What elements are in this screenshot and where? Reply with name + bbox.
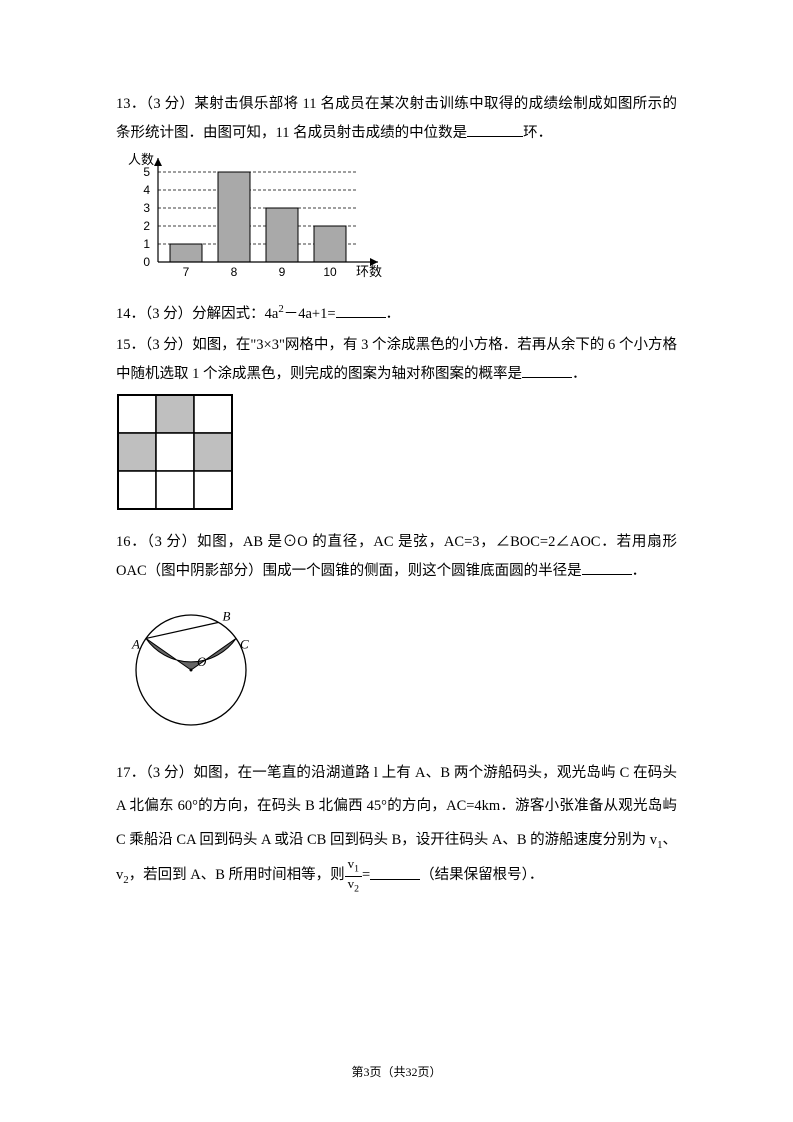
svg-text:1: 1 xyxy=(143,237,150,251)
page-content: 13．（3 分）某射击俱乐部将 11 名成员在某次射击训练中取得的成绩绘制成如图… xyxy=(0,0,793,957)
q15-num: 15 xyxy=(116,337,131,353)
svg-text:环数: 环数 xyxy=(356,264,382,279)
bar-chart-svg: 0 1 2 3 4 5 7 8 9 10 人数环数 xyxy=(116,152,396,282)
q13-num: 13 xyxy=(116,96,131,112)
q15-blank xyxy=(522,363,572,378)
svg-text:人数: 人数 xyxy=(128,152,154,167)
q17-fraction: v1v2 xyxy=(345,857,362,895)
q13-blank xyxy=(467,123,523,138)
svg-text:C: C xyxy=(240,636,249,651)
q17-frac-num: v1 xyxy=(345,857,362,876)
question-13: 13．（3 分）某射击俱乐部将 11 名成员在某次射击训练中取得的成绩绘制成如图… xyxy=(116,90,677,148)
svg-text:3: 3 xyxy=(143,201,150,215)
q16-circle-figure: O A CB xyxy=(116,590,677,751)
q14-text2: －4a+1= xyxy=(284,306,336,322)
q17-text3: ，若回到 A、B 所用时间相等，则 xyxy=(129,868,345,884)
question-16: 16．（3 分）如图，AB 是⊙O 的直径，AC 是弦，AC=3，∠BOC=2∠… xyxy=(116,528,677,586)
svg-text:2: 2 xyxy=(143,219,150,233)
q14-points: （3 分） xyxy=(145,306,192,322)
q17-frac-den: v2 xyxy=(345,877,362,895)
q16-period: ． xyxy=(632,563,647,579)
footer-prefix: 第 xyxy=(351,1065,363,1079)
q16-blank xyxy=(582,560,632,575)
grid-svg xyxy=(116,393,234,511)
svg-text:B: B xyxy=(223,608,231,623)
footer-suffix: 页） xyxy=(418,1065,442,1079)
q14-text1: 分解因式：4a xyxy=(192,306,278,322)
q13-unit: 环． xyxy=(523,125,552,141)
svg-text:10: 10 xyxy=(323,265,337,279)
q16-points: （3 分） xyxy=(147,534,197,550)
question-14: 14．（3 分）分解因式：4a2－4a+1=． xyxy=(116,299,677,329)
circle-svg: O A CB xyxy=(116,590,266,740)
svg-text:5: 5 xyxy=(143,165,150,179)
q13-text: 某射击俱乐部将 11 名成员在某次射击训练中取得的成绩绘制成如图所示的条形统计图… xyxy=(116,96,677,141)
q17-blank xyxy=(370,865,420,880)
q15-points: （3 分） xyxy=(145,337,192,353)
q17-text1: 如图，在一笔直的沿湖道路 l 上有 A、B 两个游船码头，观光岛屿 C 在码头 … xyxy=(116,765,677,848)
svg-text:O: O xyxy=(197,654,207,669)
q15-text: 如图，在"3×3"网格中，有 3 个涂成黑色的小方格．若再从余下的 6 个小方格… xyxy=(116,337,677,382)
svg-text:A: A xyxy=(131,636,140,651)
svg-text:7: 7 xyxy=(183,265,190,279)
q17-num: 17 xyxy=(116,765,131,781)
q15-period: ． xyxy=(572,366,587,382)
svg-text:0: 0 xyxy=(143,255,150,269)
q17-tail: （结果保留根号）． xyxy=(420,868,543,884)
svg-text:9: 9 xyxy=(279,265,286,279)
svg-text:4: 4 xyxy=(143,183,150,197)
q17-text4: = xyxy=(362,868,370,884)
footer-total: 32 xyxy=(406,1065,418,1079)
footer-mid: 页（共 xyxy=(369,1065,405,1079)
q17-points: （3 分） xyxy=(145,765,193,781)
q15-grid-figure xyxy=(116,393,677,522)
q14-num: 14 xyxy=(116,306,131,322)
question-15: 15 ． （3 分）如图，在"3×3"网格中，有 3 个涂成黑色的小方格．若再从余下… xyxy=(116,331,677,389)
svg-text:8: 8 xyxy=(231,265,238,279)
page-footer: 第3页（共32页） xyxy=(0,1063,793,1080)
question-17: 17．（3 分）如图，在一笔直的沿湖道路 l 上有 A、B 两个游船码头，观光岛… xyxy=(116,757,677,895)
q13-bar-chart: 0 1 2 3 4 5 7 8 9 10 人数环数 xyxy=(116,152,677,293)
q14-blank xyxy=(336,303,386,318)
q14-period: ． xyxy=(386,306,401,322)
q16-num: 16 xyxy=(116,534,131,550)
q13-points: （3 分） xyxy=(146,96,195,112)
